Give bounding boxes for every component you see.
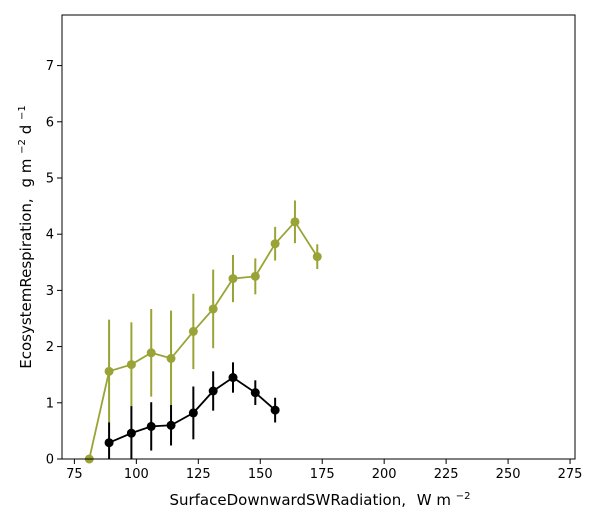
- y-tick-label: 4: [46, 228, 54, 243]
- y-axis-label: EcosystemRespiration, g m −2 d −1: [11, 105, 35, 369]
- axes-layer: 75 100 125 150 175 200 225 250 275 0 1 2 3 4 5 6 7: [46, 59, 583, 482]
- data-point: [104, 438, 114, 448]
- y-tick-label: 6: [46, 115, 54, 130]
- data-point: [126, 360, 136, 370]
- data-point: [208, 304, 218, 314]
- x-axis-unit-base: W m: [417, 491, 451, 509]
- y-tick-label: 1: [46, 396, 54, 411]
- x-axis-unit-exponent: −2: [456, 491, 471, 502]
- y-axis-unit-g: g m: [17, 159, 35, 188]
- x-tick-label: 175: [310, 467, 335, 482]
- data-point: [250, 271, 260, 281]
- x-tick-label: 75: [66, 467, 83, 482]
- data-point: [250, 388, 260, 398]
- x-tick-label: 250: [496, 467, 521, 482]
- y-axis-unit-d: d: [17, 125, 35, 135]
- data-point: [290, 217, 300, 227]
- plot-frame: [61, 14, 576, 460]
- data-point: [270, 405, 280, 415]
- data-point: [188, 408, 198, 418]
- series-2: [104, 362, 280, 459]
- data-point: [208, 386, 218, 396]
- x-tick-label: 225: [434, 467, 459, 482]
- y-tick-label: 7: [46, 59, 54, 74]
- x-tick-label: 150: [248, 467, 273, 482]
- series-1: [84, 200, 322, 464]
- data-point: [166, 353, 176, 363]
- y-axis-unit-exponent-2: −1: [17, 105, 28, 120]
- x-axis-label-text: SurfaceDownwardSWRadiation,: [169, 491, 406, 509]
- y-axis-unit-exponent-1: −2: [17, 139, 28, 154]
- y-tick-label: 0: [46, 453, 54, 468]
- data-point: [166, 420, 176, 430]
- data-point: [146, 421, 156, 431]
- y-axis-label-text: EcosystemRespiration,: [17, 198, 35, 368]
- plot-layer: [84, 200, 322, 464]
- y-tick-label: 5: [46, 171, 54, 186]
- data-point: [104, 366, 114, 376]
- data-point: [228, 373, 238, 383]
- x-tick-label: 275: [558, 467, 583, 482]
- data-point: [228, 274, 238, 284]
- data-point: [126, 428, 136, 438]
- data-point: [188, 326, 198, 336]
- data-point: [146, 348, 156, 358]
- x-tick-label: 100: [124, 467, 149, 482]
- data-point: [312, 252, 322, 262]
- x-tick-label: 125: [186, 467, 211, 482]
- y-tick-label: 2: [46, 340, 54, 355]
- x-tick-label: 200: [372, 467, 397, 482]
- y-tick-label: 3: [46, 284, 54, 299]
- data-point: [270, 239, 280, 249]
- x-axis-label: SurfaceDownwardSWRadiation, W m −2: [169, 491, 470, 509]
